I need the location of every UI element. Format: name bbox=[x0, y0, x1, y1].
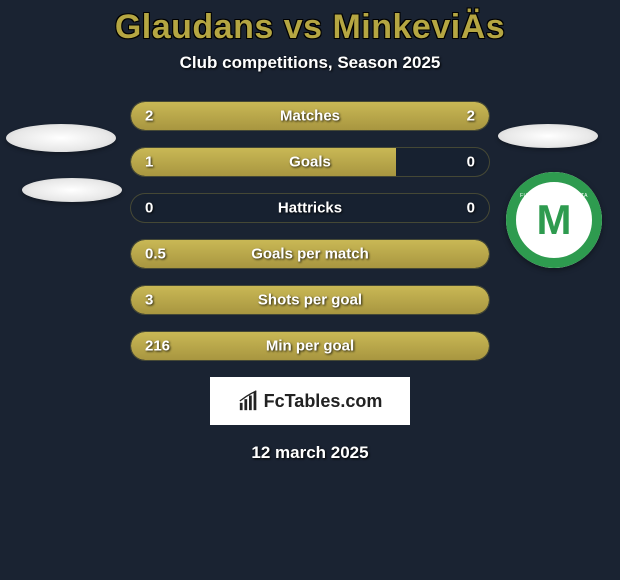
stat-label: Goals per match bbox=[251, 246, 369, 263]
stat-label: Matches bbox=[280, 108, 340, 125]
badge-text-bottom: 2006 bbox=[516, 241, 592, 247]
stat-row: 2 2 Matches bbox=[130, 101, 490, 131]
stat-value-left: 216 bbox=[145, 338, 170, 355]
badge-text-top: FUTBOLA SKOLA METTA bbox=[516, 193, 592, 199]
badge-letter: M bbox=[537, 199, 572, 241]
stat-label: Goals bbox=[289, 154, 331, 171]
stat-value-left: 3 bbox=[145, 292, 153, 309]
brand-text: FcTables.com bbox=[264, 391, 383, 412]
page-subtitle: Club competitions, Season 2025 bbox=[0, 53, 620, 73]
stats-area: 2 2 Matches 1 0 Goals 0 0 Hattricks 0.5 Goals per … bbox=[130, 101, 490, 361]
stat-value-right: 0 bbox=[467, 154, 475, 171]
stat-fill-left bbox=[131, 148, 396, 176]
club-badge: FUTBOLA SKOLA METTA M 2006 bbox=[506, 172, 602, 268]
chart-bars-icon bbox=[238, 390, 260, 412]
stat-label: Min per goal bbox=[266, 338, 354, 355]
stat-row: 0 0 Hattricks bbox=[130, 193, 490, 223]
stat-value-right: 2 bbox=[467, 108, 475, 125]
stat-label: Shots per goal bbox=[258, 292, 362, 309]
stat-value-right: 0 bbox=[467, 200, 475, 217]
date-line: 12 march 2025 bbox=[0, 443, 620, 463]
player-left-ellipse-2 bbox=[22, 178, 122, 202]
stat-row: 1 0 Goals bbox=[130, 147, 490, 177]
stat-value-left: 0.5 bbox=[145, 246, 166, 263]
page-title: Glaudans vs MinkeviÄs bbox=[0, 8, 620, 47]
stat-label: Hattricks bbox=[278, 200, 342, 217]
stat-row: 216 Min per goal bbox=[130, 331, 490, 361]
stat-row: 0.5 Goals per match bbox=[130, 239, 490, 269]
stat-value-left: 2 bbox=[145, 108, 153, 125]
brand-logo-box: FcTables.com bbox=[210, 377, 410, 425]
stat-value-left: 0 bbox=[145, 200, 153, 217]
player-right-ellipse bbox=[498, 124, 598, 148]
player-left-ellipse-1 bbox=[6, 124, 116, 152]
stat-value-left: 1 bbox=[145, 154, 153, 171]
stat-row: 3 Shots per goal bbox=[130, 285, 490, 315]
